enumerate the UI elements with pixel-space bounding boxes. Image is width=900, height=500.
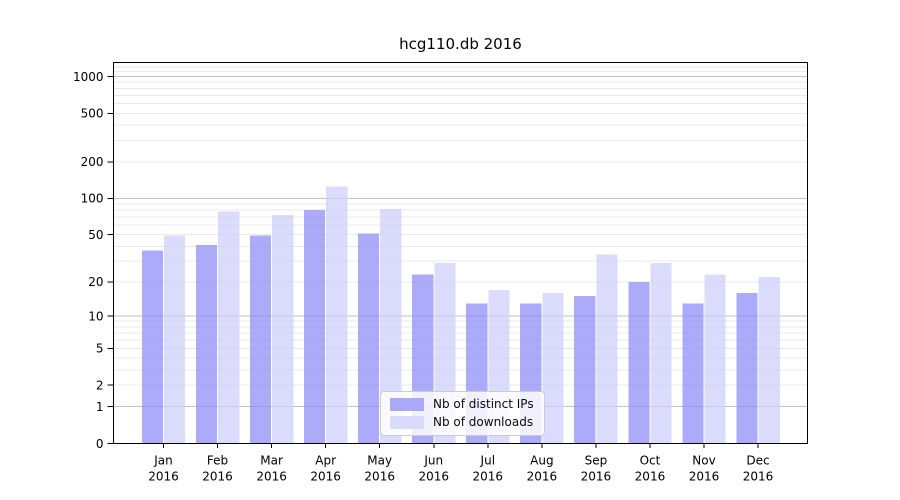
x-tick-label-year-Jun: 2016	[418, 470, 449, 484]
y-tick-label-1: 1	[96, 400, 104, 414]
x-tick-label-month-Feb: Feb	[207, 454, 228, 468]
x-tick-label-month-Nov: Nov	[692, 454, 715, 468]
x-tick-label-month-Sep: Sep	[585, 454, 608, 468]
plot-frame	[113, 62, 808, 444]
x-tick-label-year-Nov: 2016	[689, 470, 720, 484]
bar-downloads-Mar	[272, 214, 294, 444]
x-tick-label-month-Jun: Jun	[423, 454, 443, 468]
bar-distinct-ips-Feb	[195, 244, 218, 444]
bar-distinct-ips-Nov	[682, 303, 704, 444]
x-tick-label-year-Apr: 2016	[310, 470, 341, 484]
x-tick-label-month-Aug: Aug	[530, 454, 553, 468]
bar-downloads-Oct	[650, 262, 672, 444]
legend-row-distinct-ips: Nb of distinct IPs	[390, 398, 534, 411]
y-tick-label-0: 0	[96, 437, 104, 451]
bar-downloads-Feb	[218, 211, 240, 444]
x-tick-label-month-Jan: Jan	[153, 454, 173, 468]
x-tick-label-year-Sep: 2016	[581, 470, 612, 484]
y-axis-ticks: 0 1 2 5 10 20 50 100 200 500 1000	[73, 70, 113, 451]
x-tick-label-month-Jul: Jul	[480, 454, 495, 468]
bar-downloads-Apr	[326, 186, 348, 444]
x-tick-label-month-Oct: Oct	[640, 454, 661, 468]
x-axis-ticks: Jan 2016 Feb 2016 Mar 2016 Apr 2016 May 2016 Jun 20…	[148, 443, 774, 484]
x-tick-label-year-Aug: 2016	[527, 470, 558, 484]
bar-distinct-ips-Dec	[736, 293, 758, 444]
x-tick-label-year-Mar: 2016	[256, 470, 287, 484]
bar-downloads-Aug	[542, 293, 564, 444]
x-tick-label-year-May: 2016	[364, 470, 395, 484]
legend-swatch-distinct-ips	[390, 398, 424, 411]
x-tick-label-month-Apr: Apr	[315, 454, 336, 468]
y-tick-label-5: 5	[96, 342, 104, 356]
bar-downloads-Nov	[704, 274, 726, 444]
y-tick-label-1000: 1000	[73, 70, 104, 84]
chart-title: hcg110.db 2016	[399, 35, 522, 53]
bar-downloads-May	[380, 208, 402, 444]
x-tick-label-year-Jul: 2016	[473, 470, 504, 484]
x-tick-label-year-Dec: 2016	[743, 470, 774, 484]
x-tick-label-year-Jan: 2016	[148, 470, 179, 484]
legend-row-downloads: Nb of downloads	[390, 416, 534, 429]
bar-distinct-ips-Jan	[141, 250, 163, 444]
bar-distinct-ips-Oct	[628, 281, 650, 444]
bar-distinct-ips-Sep	[574, 296, 596, 444]
y-tick-label-100: 100	[81, 192, 104, 206]
x-tick-label-year-Feb: 2016	[202, 470, 233, 484]
bar-distinct-ips-May	[358, 233, 380, 444]
y-tick-label-200: 200	[81, 155, 104, 169]
bar-distinct-ips-Apr	[303, 210, 326, 444]
x-tick-label-month-Dec: Dec	[746, 454, 769, 468]
bar-downloads-Sep	[596, 254, 618, 444]
legend: Nb of distinct IPs Nb of downloads	[380, 391, 545, 436]
legend-label-distinct-ips: Nb of distinct IPs	[433, 397, 534, 411]
x-tick-label-month-May: May	[367, 454, 392, 468]
x-tick-label-month-Mar: Mar	[260, 454, 283, 468]
x-tick-label-year-Oct: 2016	[635, 470, 666, 484]
bar-distinct-ips-Mar	[249, 235, 272, 444]
y-tick-label-10: 10	[88, 309, 103, 323]
bar-downloads-Jan	[164, 235, 186, 444]
legend-label-downloads: Nb of downloads	[433, 415, 534, 429]
y-tick-label-500: 500	[81, 107, 104, 121]
y-tick-label-50: 50	[88, 228, 103, 242]
legend-swatch-downloads	[390, 416, 424, 429]
bar-downloads-Dec	[758, 276, 780, 444]
y-tick-label-2: 2	[96, 378, 104, 392]
y-tick-label-20: 20	[88, 275, 103, 289]
